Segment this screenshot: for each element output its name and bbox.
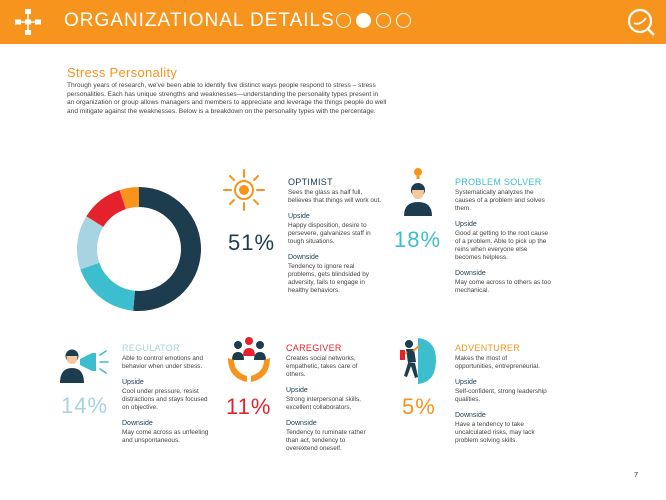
adventurer-downside: Have a tendency to take uncalculated ris… (455, 421, 535, 444)
sun-icon (223, 169, 265, 211)
page-number: 7 (634, 470, 639, 479)
donut-slice-optimist (133, 187, 201, 311)
adventurer-block: ADVENTURER Makes the most of opportuniti… (455, 343, 547, 445)
donut-slice-problem-solver (80, 262, 136, 311)
donut-slice-adventurer (119, 187, 139, 210)
lightbulb-person-icon (404, 168, 432, 216)
regulator-description: Able to control emotions and behavior wh… (122, 355, 203, 370)
optimist-title: OPTIMIST (288, 177, 333, 187)
adventurer-downside-label: Downside (455, 412, 486, 419)
page-header: ORGANIZATIONAL DETAILS (0, 0, 666, 44)
regulator-upside: Cool under pressure, resist distractions… (122, 388, 208, 411)
problem-solver-downside-label: Downside (455, 270, 486, 277)
caregiver-title: CAREGIVER (286, 343, 342, 353)
donut-slice-caregiver (86, 190, 126, 227)
pagination-dot-active[interactable] (356, 13, 371, 28)
problem-solver-upside-label: Upside (455, 221, 477, 228)
caregiver-upside: Strong interpersonal skills, excellent c… (286, 396, 361, 411)
caring-hands-icon (228, 337, 270, 382)
problem-solver-title: PROBLEM SOLVER (455, 177, 542, 187)
caregiver-downside: Tendency to ruminate rather than act, te… (286, 429, 366, 452)
caregiver-downside-label: Downside (286, 420, 317, 427)
adventurer-title: ADVENTURER (455, 343, 521, 353)
donut-slice-regulator (77, 216, 104, 270)
page-title: ORGANIZATIONAL DETAILS (64, 10, 335, 31)
optimist-upside-label: Upside (288, 213, 310, 220)
climber-icon (400, 338, 436, 384)
optimist-upside: Happy disposition, desire to persevere, … (288, 222, 371, 245)
regulator-title: REGULATOR (122, 343, 180, 353)
regulator-percent: 14% (61, 393, 109, 418)
problem-solver-block: PROBLEM SOLVER Systematically analyzes t… (455, 177, 551, 295)
q-logo-icon (627, 8, 655, 36)
section-title: Stress Personality (67, 65, 178, 80)
intro-paragraph: Through years of research, we've been ab… (67, 82, 387, 115)
optimist-block: OPTIMIST Sees the glass as half full, be… (288, 177, 384, 295)
adventurer-upside-label: Upside (455, 379, 477, 386)
regulator-upside-label: Upside (122, 379, 144, 386)
problem-solver-downside: May come across to others as too mechani… (455, 279, 551, 294)
pagination-dots (336, 13, 411, 28)
caregiver-upside-label: Upside (286, 387, 308, 394)
regulator-downside-label: Downside (122, 420, 153, 427)
optimist-downside-label: Downside (288, 254, 319, 261)
org-chart-icon (15, 9, 41, 35)
adventurer-percent: 5% (402, 394, 436, 419)
problem-solver-percent: 18% (394, 227, 442, 252)
optimist-downside: Tendency to ignore real problems, gets b… (288, 263, 369, 294)
problem-solver-description: Systematically analyzes the causes of a … (455, 189, 545, 212)
adventurer-description: Makes the most of opportunities, entrepr… (455, 355, 540, 370)
pagination-dot[interactable] (396, 13, 411, 28)
optimist-description: Sees the glass as half full, believes th… (288, 189, 382, 204)
problem-solver-upside: Good at getting to the root cause of a p… (455, 230, 549, 261)
donut-chart (77, 187, 201, 311)
regulator-block: REGULATOR Able to control emotions and b… (122, 343, 214, 445)
regulator-downside: May come across as unfeeling and unspont… (122, 429, 209, 444)
person-megaphone-icon (60, 349, 109, 383)
caregiver-block: CAREGIVER Creates social networks, empat… (286, 343, 378, 453)
caregiver-percent: 11% (226, 394, 272, 419)
adventurer-upside: Self-confident, strong leadership qualit… (455, 388, 547, 403)
caregiver-description: Creates social networks, empathetic, tak… (286, 355, 358, 378)
optimist-percent: 51% (228, 230, 276, 255)
pagination-dot[interactable] (376, 13, 391, 28)
pagination-dot[interactable] (336, 13, 351, 28)
